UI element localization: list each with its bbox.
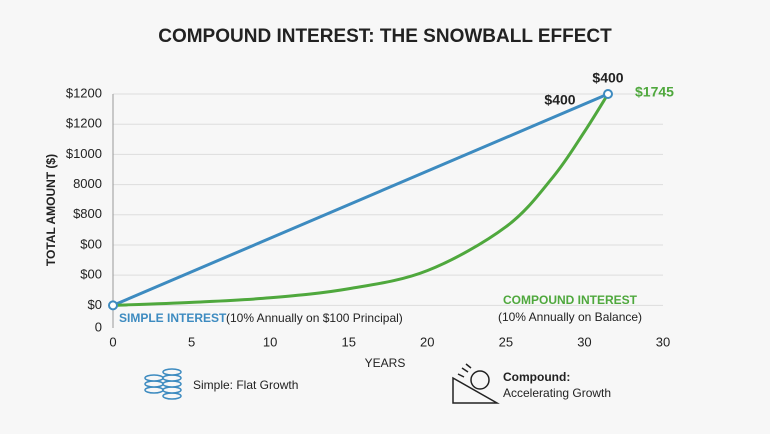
x-tick-label: 20 <box>420 334 434 349</box>
y-tick-label: 0 <box>95 319 102 334</box>
x-tick-label: 5 <box>188 334 195 349</box>
annotation: $400 <box>544 92 575 108</box>
series-note: (10% Annually on $100 Principal) <box>226 311 403 325</box>
chart-title: COMPOUND INTEREST: THE SNOWBALL EFFECT <box>158 26 612 47</box>
legend-label: Simple: Flat Growth <box>193 378 298 392</box>
y-axis-label: TOTAL AMOUNT ($) <box>44 154 58 266</box>
x-tick-label: 0 <box>109 334 116 349</box>
series-note: (10% Annually on Balance) <box>498 310 642 324</box>
coin-icon <box>144 368 182 400</box>
x-axis-label: YEARS <box>365 356 406 370</box>
annotation: $400 <box>592 70 623 86</box>
y-tick-label: 8000 <box>73 176 102 191</box>
x-tick-label: 30 <box>577 334 591 349</box>
y-tick-label: $0 <box>88 297 102 312</box>
series-line <box>112 92 609 307</box>
y-tick-label: $00 <box>80 267 102 282</box>
y-tick-label: $00 <box>80 236 102 251</box>
x-tick-label: 25 <box>499 334 513 349</box>
y-tick-label: $1200 <box>66 85 102 100</box>
series-label: SIMPLE INTEREST <box>119 311 227 325</box>
y-tick-label: $800 <box>73 206 102 221</box>
point-marker <box>108 300 118 311</box>
snowball-icon <box>452 363 500 404</box>
y-tick-label: $1200 <box>66 116 102 131</box>
x-tick-label: 15 <box>341 334 355 349</box>
x-tick-label: 10 <box>263 334 277 349</box>
legend-label: Compound: <box>503 370 570 384</box>
x-tick-label: 30 <box>656 334 670 349</box>
y-tick-label: $1000 <box>66 146 102 161</box>
series-label: COMPOUND INTEREST <box>503 293 638 307</box>
point-marker <box>603 89 613 99</box>
annotation: $1745 <box>635 84 674 100</box>
legend-sublabel: Accelerating Growth <box>503 386 611 400</box>
series-line <box>112 93 610 307</box>
